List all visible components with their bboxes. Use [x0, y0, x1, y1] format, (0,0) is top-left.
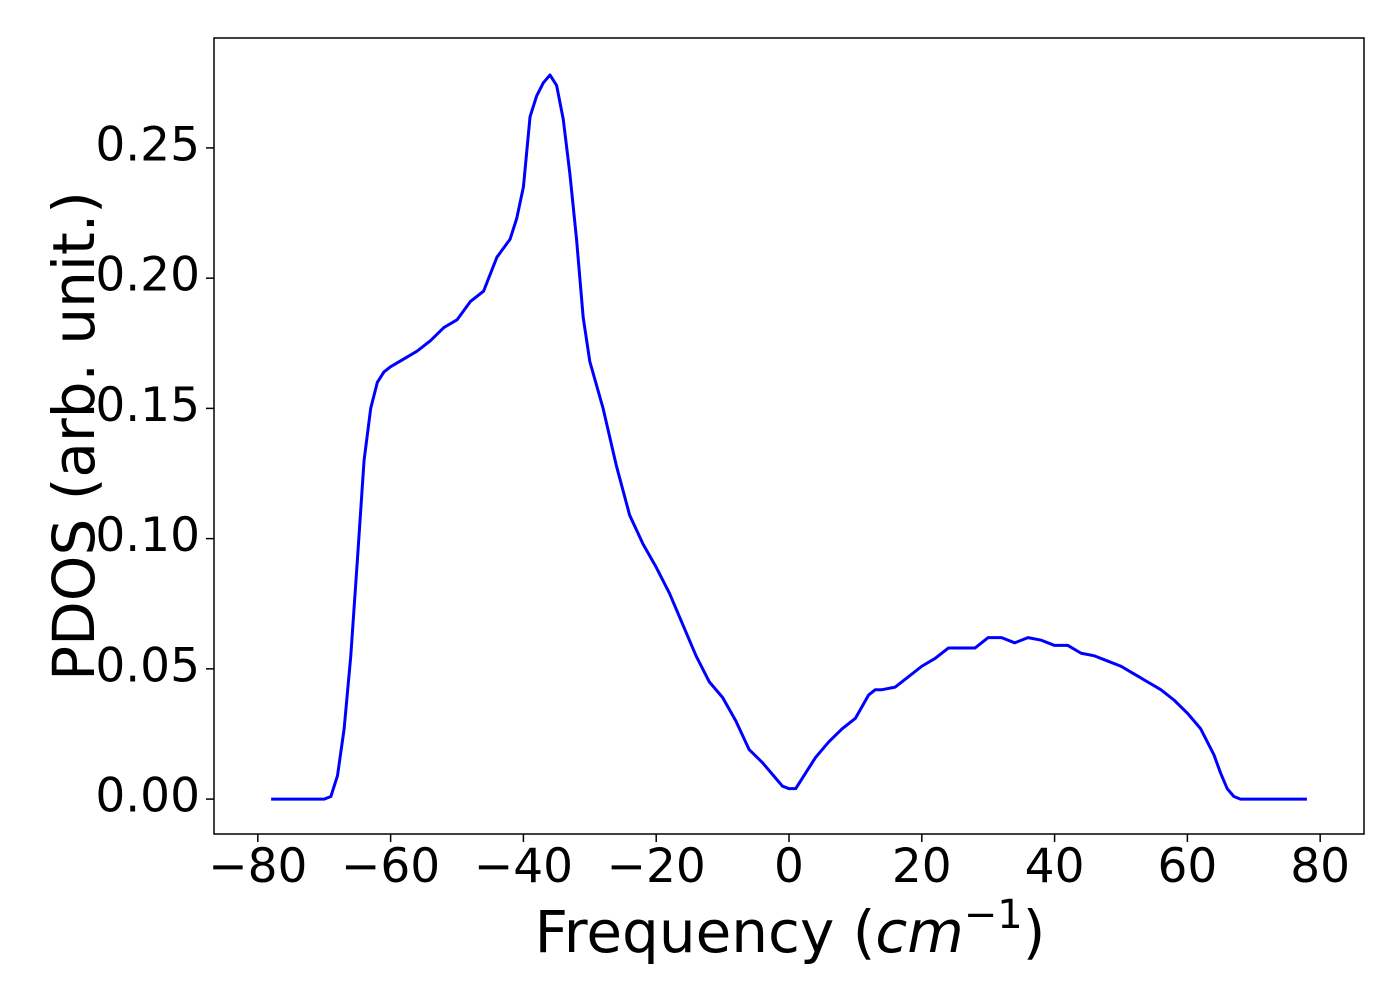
- x-label-exponent: −1: [964, 892, 1023, 938]
- y-axis-label: PDOS (arb. unit.): [40, 191, 108, 681]
- plot-frame: [213, 37, 1365, 835]
- y-tick-label: 0.15: [95, 378, 200, 433]
- x-tick-label: 20: [892, 839, 952, 894]
- x-tick-label: 40: [1025, 839, 1085, 894]
- x-tick-label: −80: [208, 839, 307, 894]
- y-tick-label: 0.05: [95, 638, 200, 693]
- x-label-unit: cm: [875, 898, 963, 966]
- y-tick-label: 0.10: [95, 508, 200, 563]
- x-tick-label: 60: [1157, 839, 1217, 894]
- x-label-prefix: Frequency (: [535, 898, 876, 966]
- x-tick-label: 0: [774, 839, 804, 894]
- x-label-suffix: ): [1023, 898, 1046, 966]
- x-tick-label: −60: [341, 839, 440, 894]
- x-tick-label: −40: [474, 839, 573, 894]
- x-axis-label: Frequency (cm−1): [535, 892, 1046, 966]
- x-tick-label: 80: [1290, 839, 1350, 894]
- y-tick-label: 0.00: [95, 769, 200, 824]
- x-tick-label: −20: [607, 839, 706, 894]
- y-tick-label: 0.25: [95, 117, 200, 172]
- data-line: [271, 73, 1307, 801]
- y-tick-label: 0.20: [95, 248, 200, 303]
